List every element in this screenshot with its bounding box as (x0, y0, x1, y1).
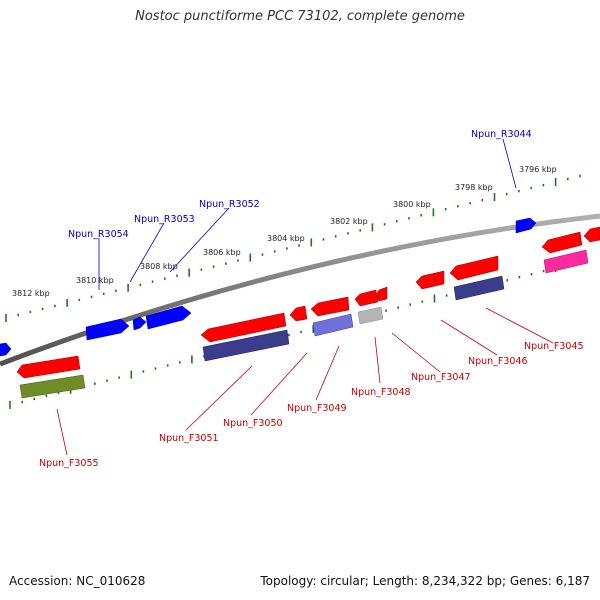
scale-labels: 3796 kbp 3798 kbp 3800 kbp 3802 kbp 3804… (12, 165, 557, 298)
genome-summary-text: Topology: circular; Length: 8,234,322 bp… (260, 574, 590, 588)
forward-strand-genes (16, 226, 600, 379)
gene-npun-f3055[interactable] (16, 355, 81, 379)
tick-label-3804: 3804 kbp (267, 234, 305, 243)
gene-npun-f3046[interactable] (449, 255, 499, 281)
label-leader-lines (56, 138, 554, 456)
gene-npun-f3049[interactable] (354, 289, 379, 307)
map-title: Nostoc punctiforme PCC 73102, complete g… (135, 9, 465, 24)
gene-npun-r3044[interactable] (515, 217, 537, 234)
gene-labels: Npun_R3044 Npun_R3052 Npun_R3053 Npun_R3… (39, 129, 584, 469)
label-npun-f3055[interactable]: Npun_F3055 (39, 458, 99, 469)
tick-label-3812: 3812 kbp (12, 289, 50, 298)
gene-f3050a (289, 305, 308, 322)
label-npun-r3053[interactable]: Npun_R3053 (134, 214, 195, 225)
gene-npun-r3053[interactable] (132, 316, 147, 331)
label-npun-f3050[interactable]: Npun_F3050 (223, 418, 283, 429)
leader-npun-r3053 (129, 222, 165, 283)
scale-track-upper (5, 174, 581, 322)
cog-bar-navy-2 (202, 329, 290, 362)
leader-npun-f3048 (374, 336, 381, 384)
cog-annotation-track (19, 249, 589, 399)
tick-label-3798: 3798 kbp (455, 183, 493, 192)
gene-partial-left (0, 342, 12, 357)
label-npun-f3051[interactable]: Npun_F3051 (159, 433, 219, 444)
label-npun-f3046[interactable]: Npun_F3046 (468, 356, 528, 367)
label-npun-r3054[interactable]: Npun_R3054 (68, 229, 129, 240)
cog-bar-navy-1 (453, 275, 505, 301)
leader-npun-f3055 (56, 408, 68, 456)
leader-npun-r3044 (502, 138, 517, 189)
label-npun-f3049[interactable]: Npun_F3049 (287, 403, 347, 414)
cog-bar-gray (357, 306, 384, 325)
leader-npun-r3052 (169, 207, 230, 273)
leader-npun-f3046 (440, 319, 498, 356)
label-npun-r3044[interactable]: Npun_R3044 (471, 129, 532, 140)
accession-text: Accession: NC_010628 (9, 574, 146, 588)
tick-label-3796: 3796 kbp (519, 165, 557, 174)
gene-npun-f3051[interactable] (200, 312, 287, 343)
tick-label-3810: 3810 kbp (76, 276, 114, 285)
leader-npun-f3045 (485, 307, 554, 344)
leader-npun-f3051 (185, 365, 253, 431)
cog-bar-pink (543, 249, 589, 274)
gene-upper-right-1 (541, 231, 583, 254)
leader-npun-f3050 (250, 352, 308, 416)
tick-label-3806: 3806 kbp (203, 248, 241, 257)
label-npun-f3047[interactable]: Npun_F3047 (411, 372, 471, 383)
cog-bar-lavender (312, 313, 354, 337)
label-npun-f3048[interactable]: Npun_F3048 (351, 387, 411, 398)
leader-npun-f3047 (391, 332, 441, 373)
label-npun-f3045[interactable]: Npun_F3045 (524, 341, 584, 352)
gene-npun-f3050[interactable] (310, 296, 350, 317)
gene-upper-right-2 (583, 226, 600, 243)
gene-npun-f3047[interactable] (415, 270, 445, 290)
gene-npun-r3054[interactable] (85, 318, 130, 341)
leader-npun-f3049 (315, 345, 340, 401)
label-npun-r3052[interactable]: Npun_R3052 (199, 199, 260, 210)
tick-label-3800: 3800 kbp (393, 200, 431, 209)
reverse-strand-genes (0, 217, 537, 357)
tick-label-3808: 3808 kbp (140, 262, 178, 271)
tick-label-3802: 3802 kbp (330, 217, 368, 226)
cog-bar-olive (19, 374, 86, 399)
gene-npun-r3052[interactable] (145, 305, 192, 330)
